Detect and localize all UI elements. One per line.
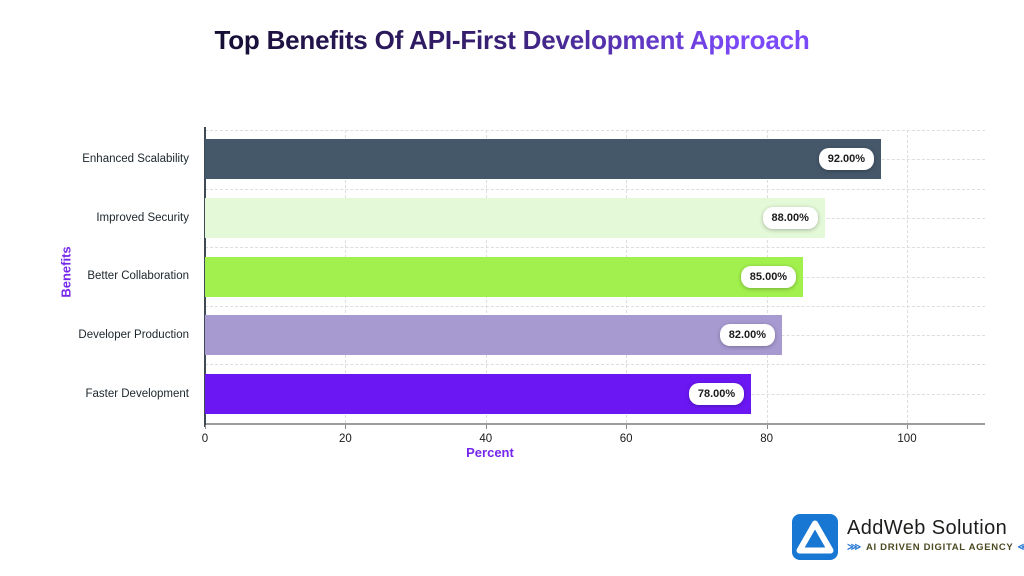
x-tick-mark	[766, 425, 768, 429]
h-gridline	[205, 305, 985, 307]
bar: 78.00%	[205, 373, 752, 414]
addweb-a-icon	[792, 514, 838, 560]
tagline-right-flourish-icon: ⋘	[1017, 542, 1024, 553]
h-gridline	[205, 364, 985, 366]
h-gridline	[205, 188, 985, 190]
h-gridline	[205, 130, 985, 131]
x-tick-mark	[205, 425, 206, 429]
bar: 88.00%	[205, 197, 825, 238]
v-gridline	[907, 130, 908, 423]
x-axis-title: Percent	[466, 445, 514, 460]
bar: 92.00%	[205, 139, 882, 180]
tagline-text: AI DRIVEN DIGITAL AGENCY	[865, 542, 1014, 553]
title-container: Top Benefits Of API-First Development Ap…	[0, 25, 1024, 56]
x-tick-mark	[485, 425, 487, 429]
category-label: Developer Production	[78, 329, 189, 342]
bar-value-pill: 92.00%	[818, 148, 875, 171]
tagline-left-flourish-icon: ⋙	[847, 542, 862, 553]
x-tick-label: 40	[479, 433, 493, 445]
x-tick-label: 0	[201, 433, 209, 445]
brand-footer: AddWeb Solution ⋙ AI DRIVEN DIGITAL AGEN…	[792, 514, 1024, 560]
x-tick-mark	[345, 425, 347, 429]
chart-title: Top Benefits Of API-First Development Ap…	[214, 25, 810, 55]
bar: 82.00%	[205, 315, 783, 356]
bar-value-pill: 88.00%	[762, 206, 818, 229]
bar-value-pill: 82.00%	[719, 324, 776, 347]
x-tick-label: 100	[897, 433, 917, 445]
bar-value-pill: 85.00%	[740, 265, 797, 288]
category-label: Enhanced Scalability	[82, 153, 189, 166]
x-tick-label: 80	[760, 433, 773, 445]
x-tick-label: 20	[338, 433, 352, 445]
x-tick-mark	[626, 425, 628, 429]
h-gridline	[205, 247, 985, 249]
plot-area: 92.00% 88.00% 85.00% 82.00% 78.00% 0 20 40 60 80 1…	[202, 127, 985, 445]
brand-tagline: ⋙ AI DRIVEN DIGITAL AGENCY ⋘	[847, 542, 1024, 553]
brand-text-block: AddWeb Solution ⋙ AI DRIVEN DIGITAL AGEN…	[847, 514, 1024, 553]
bar-value-pill: 78.00%	[688, 382, 745, 405]
x-tick-label: 60	[619, 433, 633, 445]
category-label: Faster Development	[85, 387, 189, 400]
category-label: Improved Security	[96, 211, 189, 224]
x-axis-line	[205, 423, 985, 425]
brand-name: AddWeb Solution	[847, 517, 1008, 539]
bar: 85.00%	[205, 256, 804, 297]
category-labels: Enhanced Scalability Improved Security Bet…	[20, 130, 197, 423]
x-tick-mark	[907, 425, 908, 429]
category-label: Better Collaboration	[87, 270, 189, 283]
